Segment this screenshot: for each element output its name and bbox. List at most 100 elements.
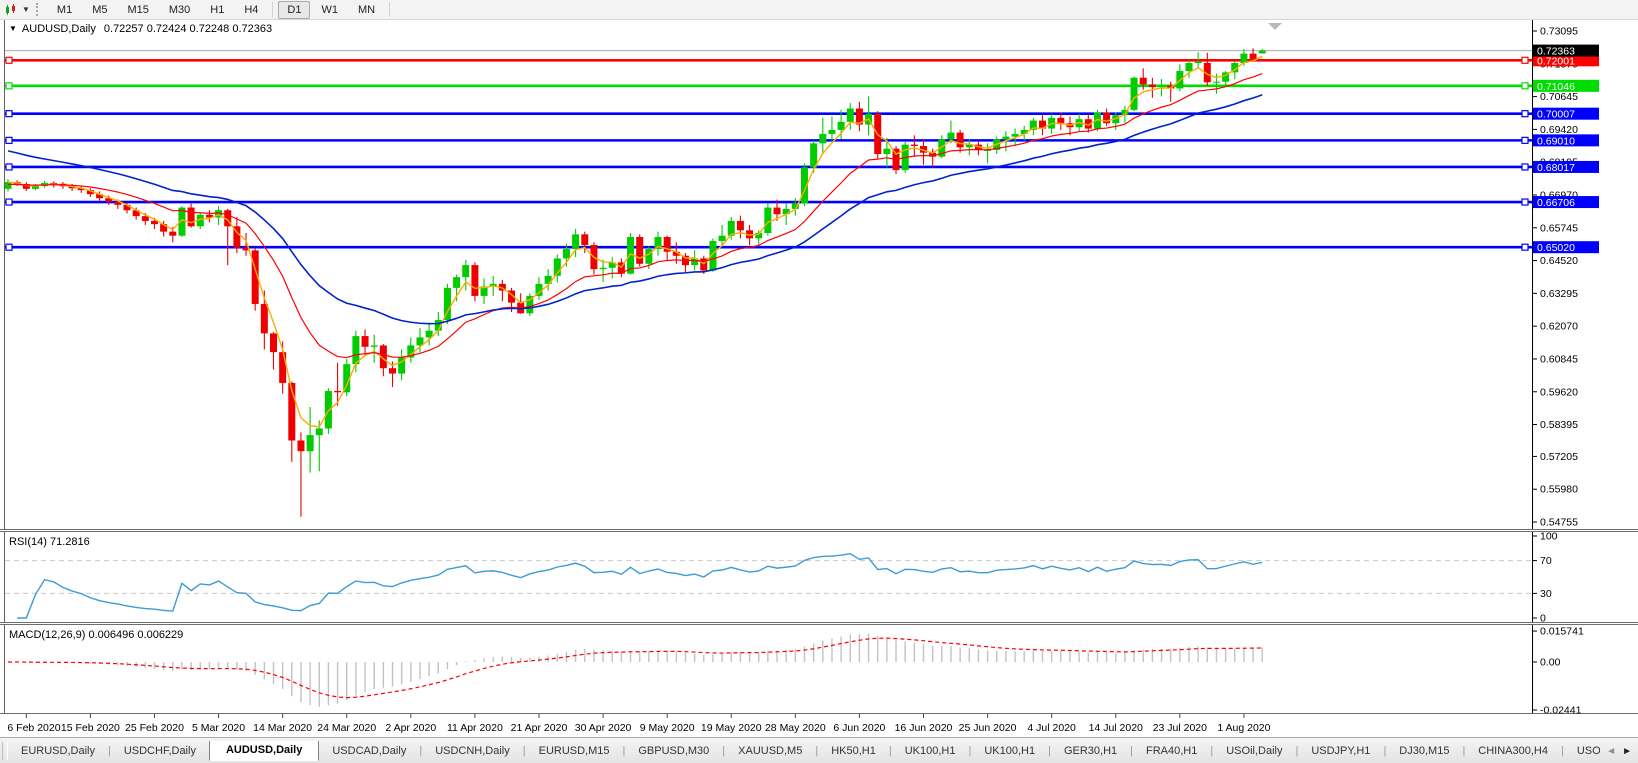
svg-text:6 Jun 2020: 6 Jun 2020 xyxy=(833,722,885,734)
chart-title: ▼ AUDUSD,Daily 0.72257 0.72424 0.72248 0.7… xyxy=(9,23,272,35)
price-axis[interactable]: 0.730950.718700.706450.694200.681950.669… xyxy=(1532,26,1599,717)
candle xyxy=(352,336,360,365)
tab-hk50-h1[interactable]: HK50,H1 xyxy=(831,745,876,757)
svg-text:24 Mar 2020: 24 Mar 2020 xyxy=(317,722,376,734)
tab-dj30-m15[interactable]: DJ30,M15 xyxy=(1399,745,1450,757)
timeframe-button-mn[interactable]: MN xyxy=(357,3,376,16)
tab-usdchf-daily[interactable]: USDCHF,Daily xyxy=(123,745,196,757)
candle xyxy=(636,237,644,264)
tab-fra40-h1[interactable]: FRA40,H1 xyxy=(1146,745,1198,757)
candle xyxy=(1020,129,1028,134)
timeframe-button-m30[interactable]: M30 xyxy=(168,3,191,16)
tab-uk100-h1[interactable]: UK100,H1 xyxy=(904,745,956,757)
tab-usdcad-daily[interactable]: USDCAD,Daily xyxy=(332,745,407,757)
candle xyxy=(544,275,552,284)
timeframe-button-m5[interactable]: M5 xyxy=(92,3,108,16)
horizontal-line-0.72001[interactable] xyxy=(5,56,1532,64)
svg-text:0.66706: 0.66706 xyxy=(1537,197,1575,209)
timeframe-button-h4[interactable]: H4 xyxy=(244,3,259,16)
svg-text:15 Feb 2020: 15 Feb 2020 xyxy=(61,722,120,734)
svg-text:0.63295: 0.63295 xyxy=(1540,288,1578,300)
timeframe-button-w1[interactable]: W1 xyxy=(321,3,338,16)
timeframe-button-h1[interactable]: H1 xyxy=(210,3,225,16)
tab-separator: | xyxy=(1561,745,1564,757)
tab-usoil-daily[interactable]: USOil,Daily xyxy=(1226,745,1283,757)
tab-scroll-left-button[interactable]: ◄ xyxy=(1606,745,1617,757)
candle xyxy=(434,320,442,331)
chart-shift-marker[interactable] xyxy=(1268,23,1282,30)
horizontal-line-0.68017[interactable] xyxy=(5,163,1532,171)
candle xyxy=(370,345,378,347)
timeframe-button-m15[interactable]: M15 xyxy=(127,3,149,16)
tab-xauusd-m5[interactable]: XAUUSD,M5 xyxy=(738,745,803,757)
candle xyxy=(453,277,461,288)
tab-separator: | xyxy=(722,745,726,757)
candle xyxy=(480,286,488,296)
tab-eurusd-daily[interactable]: EURUSD,Daily xyxy=(21,745,95,757)
horizontal-line-0.66706[interactable] xyxy=(5,198,1532,206)
candle xyxy=(709,241,717,271)
tab-usdcnh-daily[interactable]: USDCNH,Daily xyxy=(435,745,510,757)
svg-text:0.65745: 0.65745 xyxy=(1540,222,1578,234)
svg-text:0.68017: 0.68017 xyxy=(1537,162,1575,174)
candle xyxy=(1185,62,1193,72)
candle xyxy=(1203,62,1211,83)
tab-china300-h4[interactable]: CHINA300,H4 xyxy=(1478,745,1548,757)
tab-separator: | xyxy=(888,745,892,757)
candle xyxy=(123,204,131,211)
candle xyxy=(389,368,397,374)
price-label-0.65020: 0.65020 xyxy=(1533,241,1599,254)
candle xyxy=(105,198,113,202)
svg-text:0.55980: 0.55980 xyxy=(1540,484,1578,496)
candle xyxy=(791,203,799,209)
tab-scroll-right-button[interactable]: ► xyxy=(1622,745,1632,757)
candle xyxy=(50,182,58,184)
svg-text:0.69420: 0.69420 xyxy=(1540,124,1578,136)
candle xyxy=(215,210,223,218)
candle xyxy=(1212,81,1220,83)
candle xyxy=(1002,136,1010,140)
tab-audusd-daily[interactable]: AUDUSD,Daily xyxy=(208,741,320,761)
svg-text:21 Apr 2020: 21 Apr 2020 xyxy=(511,722,568,734)
horizontal-line-0.65020[interactable] xyxy=(5,243,1532,251)
candle xyxy=(526,295,534,314)
horizontal-line-0.71046[interactable] xyxy=(5,82,1532,90)
tab-gbpusd-m30[interactable]: GBPUSD,M30 xyxy=(638,745,710,757)
tab-usdjpy-h1[interactable]: USDJPY,H1 xyxy=(1311,745,1371,757)
candle xyxy=(1231,62,1239,73)
candle xyxy=(114,201,122,205)
svg-text:25 Feb 2020: 25 Feb 2020 xyxy=(125,722,184,734)
tab-separator: | xyxy=(107,745,111,757)
candle xyxy=(672,251,680,256)
tab-usoil-h[interactable]: USOil,H xyxy=(1576,745,1601,757)
svg-text:14 Mar 2020: 14 Mar 2020 xyxy=(253,722,312,734)
timeframe-button-m1[interactable]: M1 xyxy=(56,3,73,16)
timeframe-toolbar: M1 M5 M15 M30 H1 H4 D1 W1 MN xyxy=(47,0,394,19)
tabbar-grip-icon xyxy=(2,742,8,760)
chart-tabs: EURUSD,Daily | USDCHF,Daily AUDUSD,Daily USD… xyxy=(8,741,1600,761)
candle xyxy=(910,144,918,146)
candle xyxy=(663,237,671,252)
horizontal-line-0.69010[interactable] xyxy=(5,136,1532,144)
svg-text:0.58395: 0.58395 xyxy=(1540,419,1578,431)
candle xyxy=(1130,77,1138,110)
candle xyxy=(169,231,177,236)
timeframe-button-d1[interactable]: D1 xyxy=(278,0,311,19)
symbol-dropdown-icon[interactable]: ▼ xyxy=(9,24,17,33)
tab-ger30-h1[interactable]: GER30,H1 xyxy=(1063,745,1118,757)
tab-eurusd-m15[interactable]: EURUSD,M15 xyxy=(538,745,610,757)
chart-profile-button[interactable]: ▼ xyxy=(0,0,34,19)
tab-separator: | xyxy=(1295,745,1299,757)
candle xyxy=(599,267,607,270)
candle xyxy=(260,303,268,334)
svg-text:11 Apr 2020: 11 Apr 2020 xyxy=(447,722,503,734)
date-axis[interactable]: 6 Feb 2020 15 Feb 2020 25 Feb 2020 5 Mar 20… xyxy=(7,714,1271,734)
price-label-0.71046: 0.71046 xyxy=(1533,79,1599,93)
tab-uk100-h1[interactable]: UK100,H1 xyxy=(984,745,1036,757)
rsi-panel xyxy=(5,553,1532,619)
macd-label: MACD(12,26,9) 0.006496 0.006229 xyxy=(9,629,184,641)
horizontal-line-0.70007[interactable] xyxy=(5,110,1532,118)
svg-text:-0.02441: -0.02441 xyxy=(1540,704,1582,716)
candle xyxy=(755,232,763,239)
